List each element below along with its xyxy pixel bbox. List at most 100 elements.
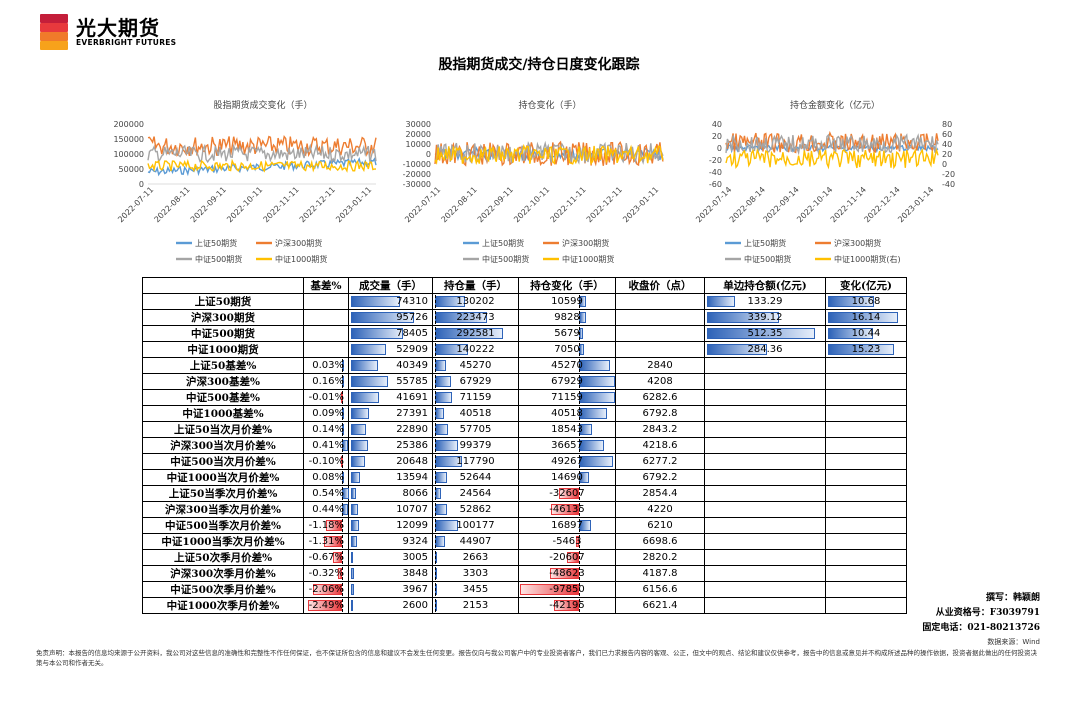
- basis-bar: [323, 535, 342, 548]
- cell-oi-change: 16897: [518, 517, 616, 534]
- cell-basis: [303, 309, 349, 326]
- cell-volume-bar: [351, 519, 359, 532]
- amount-change-value: 15.23: [851, 343, 881, 355]
- row-label: 沪深300次季月价差%: [142, 565, 304, 582]
- legend-label: 上证50期货: [482, 238, 524, 248]
- logo-stripe: [40, 14, 68, 23]
- row-label: 中证1000期货: [142, 341, 304, 358]
- logo-stripe: [40, 32, 68, 41]
- cell-close: 4187.8: [615, 565, 705, 582]
- cell-amount: 512.35: [704, 325, 826, 342]
- cell-amount: [704, 373, 826, 390]
- zero-axis: [435, 486, 436, 501]
- cell-volume-value: 3967: [402, 583, 428, 595]
- cell-volume-value: 95726: [396, 311, 428, 323]
- cell-volume-bar: [351, 487, 357, 500]
- series-line: [147, 158, 377, 173]
- y-tick-label: 10000: [406, 140, 431, 149]
- cell-close: 6277.2: [615, 453, 705, 470]
- amount-change-bar: [828, 327, 874, 340]
- cell-basis: 0.09%: [303, 405, 349, 422]
- cell-volume-bar: [351, 343, 386, 356]
- cell-volume: 27391: [348, 405, 433, 422]
- cell-volume: 41691: [348, 389, 433, 406]
- cell-amount-change: [825, 549, 907, 566]
- oi-value: 2663: [462, 551, 489, 563]
- cell-amount: [704, 437, 826, 454]
- zero-axis: [435, 518, 436, 533]
- table-row: 中证500当季次月价差% -1.18% 12099 100177 16897 6210: [142, 517, 907, 534]
- chart-oi-change: 持仓变化（手） 30000 20000 10000 0 -10000 -20000 -300…: [395, 96, 680, 266]
- series-line: [434, 143, 664, 166]
- x-tick-label: 2023-01-11: [621, 185, 660, 224]
- basis-value: -0.10%: [308, 455, 344, 467]
- amount-change-bar: [828, 295, 875, 308]
- cell-basis: [303, 325, 349, 342]
- table-row: 中证1000次季月价差% -2.49% 2600 2153 -42195 6621.4: [142, 597, 907, 614]
- amount-value: 339.12: [747, 311, 783, 323]
- close-value: 4218.6: [642, 439, 678, 451]
- cell-amount: [704, 389, 826, 406]
- cell-volume: 12099: [348, 517, 433, 534]
- y-tick-label: 50000: [119, 165, 144, 174]
- oi-value: 140222: [456, 343, 495, 355]
- basis-value: -2.06%: [308, 583, 344, 595]
- cell-volume-value: 27391: [396, 407, 428, 419]
- cell-close: 4218.6: [615, 437, 705, 454]
- cell-close: 2843.2: [615, 421, 705, 438]
- zero-axis: [342, 582, 343, 597]
- zero-axis: [342, 390, 343, 405]
- cell-volume-bar: [351, 455, 365, 468]
- zero-axis: [435, 598, 436, 613]
- y-tick-label: 0: [139, 180, 144, 189]
- oi-change-value: -20607: [549, 551, 585, 563]
- cell-oi: 140222: [432, 341, 519, 358]
- cell-oi-change: 40518: [518, 405, 616, 422]
- amount-change-value: 16.14: [851, 311, 881, 323]
- cell-basis: 0.54%: [303, 485, 350, 502]
- close-value: 6282.6: [642, 391, 678, 403]
- cell-oi-change: -32607: [518, 485, 616, 502]
- cell-close: [615, 341, 705, 358]
- cell-oi: 52862: [432, 501, 519, 518]
- row-label: 沪深300期货: [142, 309, 304, 326]
- cell-amount: [704, 597, 826, 614]
- oi-change-value: 67929: [551, 375, 583, 387]
- oi-change-value: 16897: [551, 519, 583, 531]
- cell-close: 2840: [615, 357, 705, 374]
- cell-basis: 0.44%: [303, 501, 349, 518]
- close-value: 2820.2: [642, 551, 678, 563]
- oi-change-bar: [566, 551, 579, 564]
- y-tick-label: 0: [426, 150, 431, 159]
- amount-change-value: 10.44: [851, 327, 881, 339]
- chart-title: 持仓金额变化（亿元）: [789, 101, 880, 111]
- oi-change-value: 9828: [554, 311, 580, 323]
- cell-basis: -1.18%: [303, 517, 349, 534]
- zero-axis: [342, 358, 343, 373]
- amount-bar: [707, 311, 779, 324]
- cell-basis: 0.03%: [303, 357, 349, 374]
- cell-amount-change: 15.23: [825, 341, 907, 358]
- cell-oi: 130202: [432, 293, 519, 310]
- oi-value: 223473: [456, 311, 495, 323]
- table-row: 上证50期货 74310 130202 10599 133.29 10.68: [142, 293, 907, 310]
- cell-volume-value: 10707: [396, 503, 428, 515]
- logo-stripe: [40, 41, 68, 50]
- y-tick-label: -30000: [403, 180, 431, 189]
- close-value: 4187.8: [642, 567, 678, 579]
- cell-volume-bar: [351, 567, 354, 580]
- amount-value: 133.29: [747, 295, 783, 307]
- oi-change-value: -97850: [549, 583, 585, 595]
- x-tick-label: 2023-01-11: [334, 185, 373, 224]
- close-value: 6156.6: [642, 583, 678, 595]
- zero-axis: [579, 390, 580, 405]
- close-value: 6210: [647, 519, 673, 531]
- cell-volume: 78405: [348, 325, 433, 342]
- zero-axis: [435, 406, 436, 421]
- zero-axis: [435, 358, 436, 373]
- cell-oi: 67929: [432, 373, 519, 390]
- zero-axis: [435, 470, 436, 485]
- row-label: 沪深300当季次月价差%: [142, 501, 304, 518]
- zero-axis: [435, 582, 436, 597]
- logo-text-cn: 光大期货: [76, 15, 160, 40]
